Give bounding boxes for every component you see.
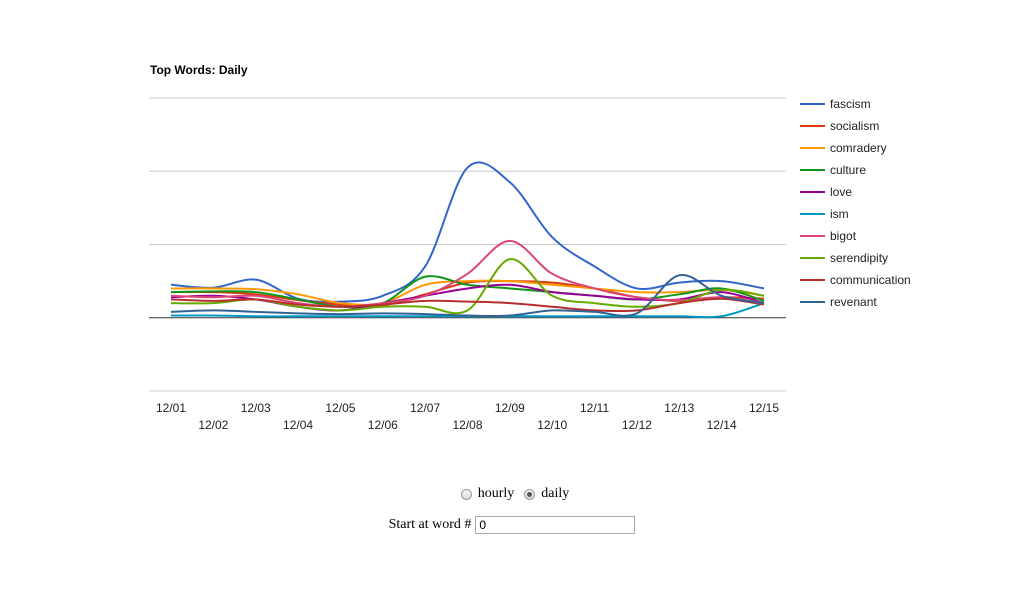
x-tick-label: 12/03 bbox=[241, 401, 271, 415]
chart-title: Top Words: Daily bbox=[150, 63, 248, 77]
legend-label: serendipity bbox=[830, 251, 888, 265]
hourly-label[interactable]: hourly bbox=[477, 486, 515, 501]
legend-item-serendipity[interactable]: serendipity bbox=[800, 251, 888, 265]
x-tick-label: 12/12 bbox=[622, 418, 652, 432]
series-line-serendipity[interactable] bbox=[170, 258, 765, 315]
legend-label: love bbox=[830, 185, 852, 199]
x-tick-label: 12/06 bbox=[368, 418, 398, 432]
x-tick-label: 12/14 bbox=[707, 418, 737, 432]
legend-item-revenant[interactable]: revenant bbox=[800, 295, 877, 309]
series-line-comradery[interactable] bbox=[170, 279, 765, 306]
legend-label: ism bbox=[830, 207, 849, 221]
view-controls: hourly daily Start at word # bbox=[0, 484, 1024, 534]
start-word-row: Start at word # bbox=[0, 516, 1024, 534]
start-word-input[interactable] bbox=[475, 516, 636, 534]
x-tick-label: 12/13 bbox=[664, 401, 694, 415]
daily-label[interactable]: daily bbox=[541, 486, 570, 501]
series-line-communication[interactable] bbox=[170, 297, 765, 313]
series-line-revenant[interactable] bbox=[170, 274, 765, 317]
series-line-culture[interactable] bbox=[170, 275, 765, 309]
legend-item-love[interactable]: love bbox=[800, 185, 852, 199]
x-tick-label: 12/11 bbox=[580, 401, 609, 415]
series-line-bigot[interactable] bbox=[170, 239, 765, 308]
legend-label: socialism bbox=[830, 119, 879, 133]
legend-label: comradery bbox=[830, 141, 887, 155]
legend-item-bigot[interactable]: bigot bbox=[800, 229, 857, 243]
x-tick-label: 12/05 bbox=[325, 401, 355, 415]
hourly-radio[interactable] bbox=[460, 488, 472, 500]
legend-label: revenant bbox=[830, 295, 877, 309]
selected-dot bbox=[527, 491, 533, 497]
line-chart: Top Words: Daily 12/01 12/02 12/03 12/04 12/… bbox=[149, 63, 911, 432]
legend-item-socialism[interactable]: socialism bbox=[800, 119, 879, 133]
x-tick-label: 12/02 bbox=[198, 418, 228, 432]
legend-item-communication[interactable]: communication bbox=[800, 273, 911, 287]
legend-item-fascism[interactable]: fascism bbox=[800, 97, 871, 111]
x-tick-label: 12/08 bbox=[452, 418, 482, 432]
x-tick-label: 12/01 bbox=[156, 401, 186, 415]
x-tick-label: 12/10 bbox=[537, 418, 567, 432]
legend-label: communication bbox=[830, 273, 911, 287]
legend-label: culture bbox=[830, 163, 866, 177]
chart-container: Top Words: Daily 12/01 12/02 12/03 12/04 12/… bbox=[149, 63, 911, 432]
daily-radio[interactable] bbox=[524, 488, 536, 500]
granularity-radio-group: hourly daily bbox=[0, 484, 1024, 504]
x-tick-label: 12/04 bbox=[283, 418, 313, 432]
legend-item-ism[interactable]: ism bbox=[800, 207, 849, 221]
x-tick-label: 12/15 bbox=[749, 401, 779, 415]
legend-label: fascism bbox=[830, 97, 871, 111]
start-word-label: Start at word # bbox=[388, 517, 472, 532]
x-tick-label: 12/09 bbox=[495, 401, 525, 415]
legend-label: bigot bbox=[830, 229, 857, 243]
legend-item-culture[interactable]: culture bbox=[800, 163, 866, 177]
legend-item-comradery[interactable]: comradery bbox=[800, 141, 887, 155]
x-tick-label: 12/07 bbox=[410, 401, 440, 415]
